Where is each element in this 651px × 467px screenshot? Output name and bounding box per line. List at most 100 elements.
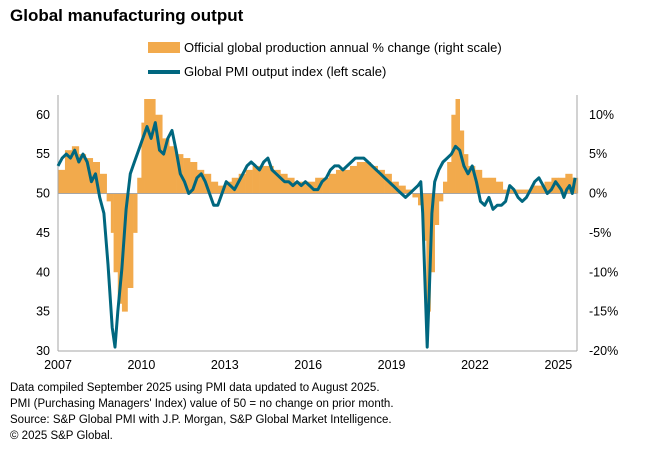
bar bbox=[127, 193, 134, 288]
bar bbox=[412, 193, 419, 198]
bar bbox=[252, 165, 260, 194]
bar bbox=[294, 181, 302, 194]
bar bbox=[537, 185, 545, 194]
bar bbox=[495, 181, 504, 194]
bar bbox=[523, 189, 531, 194]
y-right-tick-label: -5% bbox=[589, 226, 611, 240]
legend-item-bars: Official global production annual % chan… bbox=[148, 40, 502, 55]
line-series bbox=[56, 121, 577, 349]
legend-item-line: Global PMI output index (left scale) bbox=[148, 64, 386, 79]
bar bbox=[183, 158, 191, 194]
bar bbox=[455, 99, 460, 194]
bar bbox=[468, 165, 476, 194]
bar bbox=[544, 181, 552, 194]
bar bbox=[463, 154, 469, 194]
bar bbox=[137, 177, 142, 194]
bar bbox=[516, 189, 524, 194]
bar bbox=[110, 193, 114, 233]
y-left-tick-label: 30 bbox=[36, 344, 50, 358]
bar bbox=[58, 169, 66, 194]
bar bbox=[405, 189, 413, 194]
legend-label-line: Global PMI output index (left scale) bbox=[184, 64, 387, 79]
bar bbox=[329, 173, 337, 194]
y-left-tick-label: 50 bbox=[36, 187, 50, 201]
y-left-tick-label: 40 bbox=[36, 265, 50, 279]
bar bbox=[106, 193, 112, 202]
x-tick-label: 2025 bbox=[544, 358, 572, 372]
footnote-4: © 2025 S&P Global. bbox=[10, 430, 113, 442]
y-right-tick-label: -10% bbox=[589, 265, 618, 279]
bar bbox=[224, 181, 233, 194]
bar bbox=[342, 169, 351, 194]
bar bbox=[190, 162, 198, 194]
bar bbox=[210, 181, 219, 194]
bar bbox=[301, 181, 309, 194]
bar bbox=[144, 99, 151, 194]
bar bbox=[113, 193, 119, 273]
x-tick-label: 2010 bbox=[127, 358, 155, 372]
bar bbox=[121, 193, 128, 312]
legend-label-bars: Official global production annual % chan… bbox=[184, 40, 502, 55]
bar bbox=[99, 173, 107, 194]
bar bbox=[322, 177, 330, 194]
bar bbox=[117, 193, 123, 304]
y-right-tick-label: -15% bbox=[589, 305, 618, 319]
bar bbox=[502, 189, 511, 194]
x-tick-label: 2019 bbox=[378, 358, 406, 372]
bar bbox=[481, 177, 490, 194]
bar bbox=[417, 193, 423, 206]
bar bbox=[422, 193, 427, 241]
bar bbox=[363, 162, 372, 194]
x-tick-label: 2013 bbox=[211, 358, 239, 372]
bar bbox=[426, 193, 431, 312]
footnote-3: Source: S&P Global PMI with J.P. Morgan,… bbox=[10, 414, 392, 426]
y-left-tick-label: 45 bbox=[36, 226, 50, 240]
y-right-tick-label: 5% bbox=[589, 147, 607, 161]
bar bbox=[434, 193, 440, 225]
bar bbox=[558, 177, 566, 194]
y-left-tick-label: 60 bbox=[36, 108, 50, 122]
bar bbox=[71, 146, 80, 194]
bar bbox=[273, 169, 281, 194]
x-tick-label: 2007 bbox=[44, 358, 72, 372]
bar bbox=[149, 99, 156, 194]
bar bbox=[356, 162, 365, 194]
bar bbox=[474, 169, 483, 194]
footnote-1: Data compiled September 2025 using PMI d… bbox=[10, 382, 380, 394]
bar-series bbox=[58, 99, 579, 312]
x-tick-label: 2022 bbox=[461, 358, 489, 372]
bar bbox=[259, 165, 267, 194]
y-right-tick-label: 10% bbox=[589, 108, 614, 122]
y-right-tick-label: -20% bbox=[589, 344, 618, 358]
y-left-tick-label: 55 bbox=[36, 147, 50, 161]
bar bbox=[245, 169, 253, 194]
bar bbox=[565, 173, 573, 194]
legend-swatch-bars bbox=[148, 42, 180, 53]
bar bbox=[133, 193, 138, 233]
line-path bbox=[56, 121, 577, 349]
bar bbox=[451, 114, 456, 194]
bar bbox=[447, 162, 452, 194]
chart-title: Global manufacturing output bbox=[10, 6, 244, 25]
bar bbox=[438, 193, 444, 202]
bar bbox=[443, 181, 448, 194]
legend-swatch-line bbox=[148, 69, 180, 74]
footnotes: Data compiled September 2025 using PMI d… bbox=[10, 380, 394, 444]
bar bbox=[384, 173, 392, 194]
tick-labels: 30 35 40 45 50 55 60 -20% -15% -10% -5% 0% 5% 10% 2007… bbox=[36, 108, 618, 372]
bar bbox=[196, 169, 205, 194]
bar bbox=[280, 173, 288, 194]
bar bbox=[530, 185, 538, 194]
bar bbox=[155, 114, 163, 194]
bar bbox=[377, 169, 385, 194]
y-left-tick-label: 35 bbox=[36, 305, 50, 319]
y-right-tick-label: 0% bbox=[589, 187, 607, 201]
bar bbox=[169, 146, 177, 194]
bar bbox=[349, 165, 358, 194]
axes bbox=[57, 95, 578, 352]
bar bbox=[78, 154, 87, 194]
bar bbox=[162, 138, 170, 194]
bar bbox=[335, 169, 344, 194]
bar bbox=[370, 165, 378, 194]
